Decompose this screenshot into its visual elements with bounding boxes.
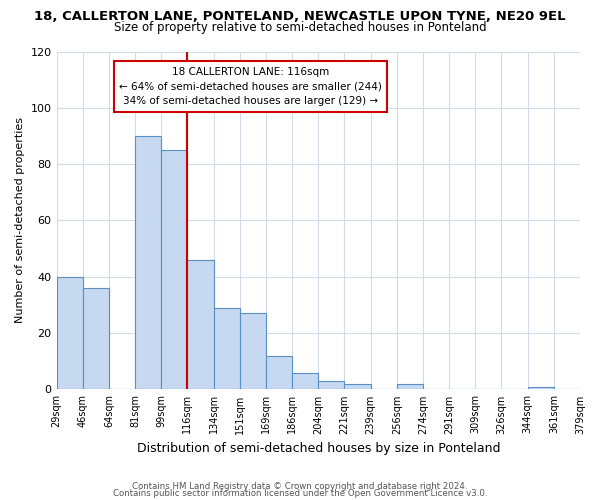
Bar <box>56 277 83 390</box>
Bar <box>83 288 109 390</box>
Bar <box>318 381 344 390</box>
Bar <box>240 314 266 390</box>
Bar <box>161 150 187 390</box>
Text: Contains public sector information licensed under the Open Government Licence v3: Contains public sector information licen… <box>113 490 487 498</box>
Bar <box>397 384 423 390</box>
Bar <box>527 386 554 390</box>
Bar <box>344 384 371 390</box>
Y-axis label: Number of semi-detached properties: Number of semi-detached properties <box>15 118 25 324</box>
Bar <box>135 136 161 390</box>
Bar <box>292 372 318 390</box>
Bar <box>214 308 240 390</box>
X-axis label: Distribution of semi-detached houses by size in Ponteland: Distribution of semi-detached houses by … <box>137 442 500 455</box>
Text: Size of property relative to semi-detached houses in Ponteland: Size of property relative to semi-detach… <box>113 21 487 34</box>
Bar <box>266 356 292 390</box>
Text: Contains HM Land Registry data © Crown copyright and database right 2024.: Contains HM Land Registry data © Crown c… <box>132 482 468 491</box>
Text: 18 CALLERTON LANE: 116sqm
← 64% of semi-detached houses are smaller (244)
34% of: 18 CALLERTON LANE: 116sqm ← 64% of semi-… <box>119 66 382 106</box>
Bar <box>187 260 214 390</box>
Text: 18, CALLERTON LANE, PONTELAND, NEWCASTLE UPON TYNE, NE20 9EL: 18, CALLERTON LANE, PONTELAND, NEWCASTLE… <box>34 10 566 23</box>
